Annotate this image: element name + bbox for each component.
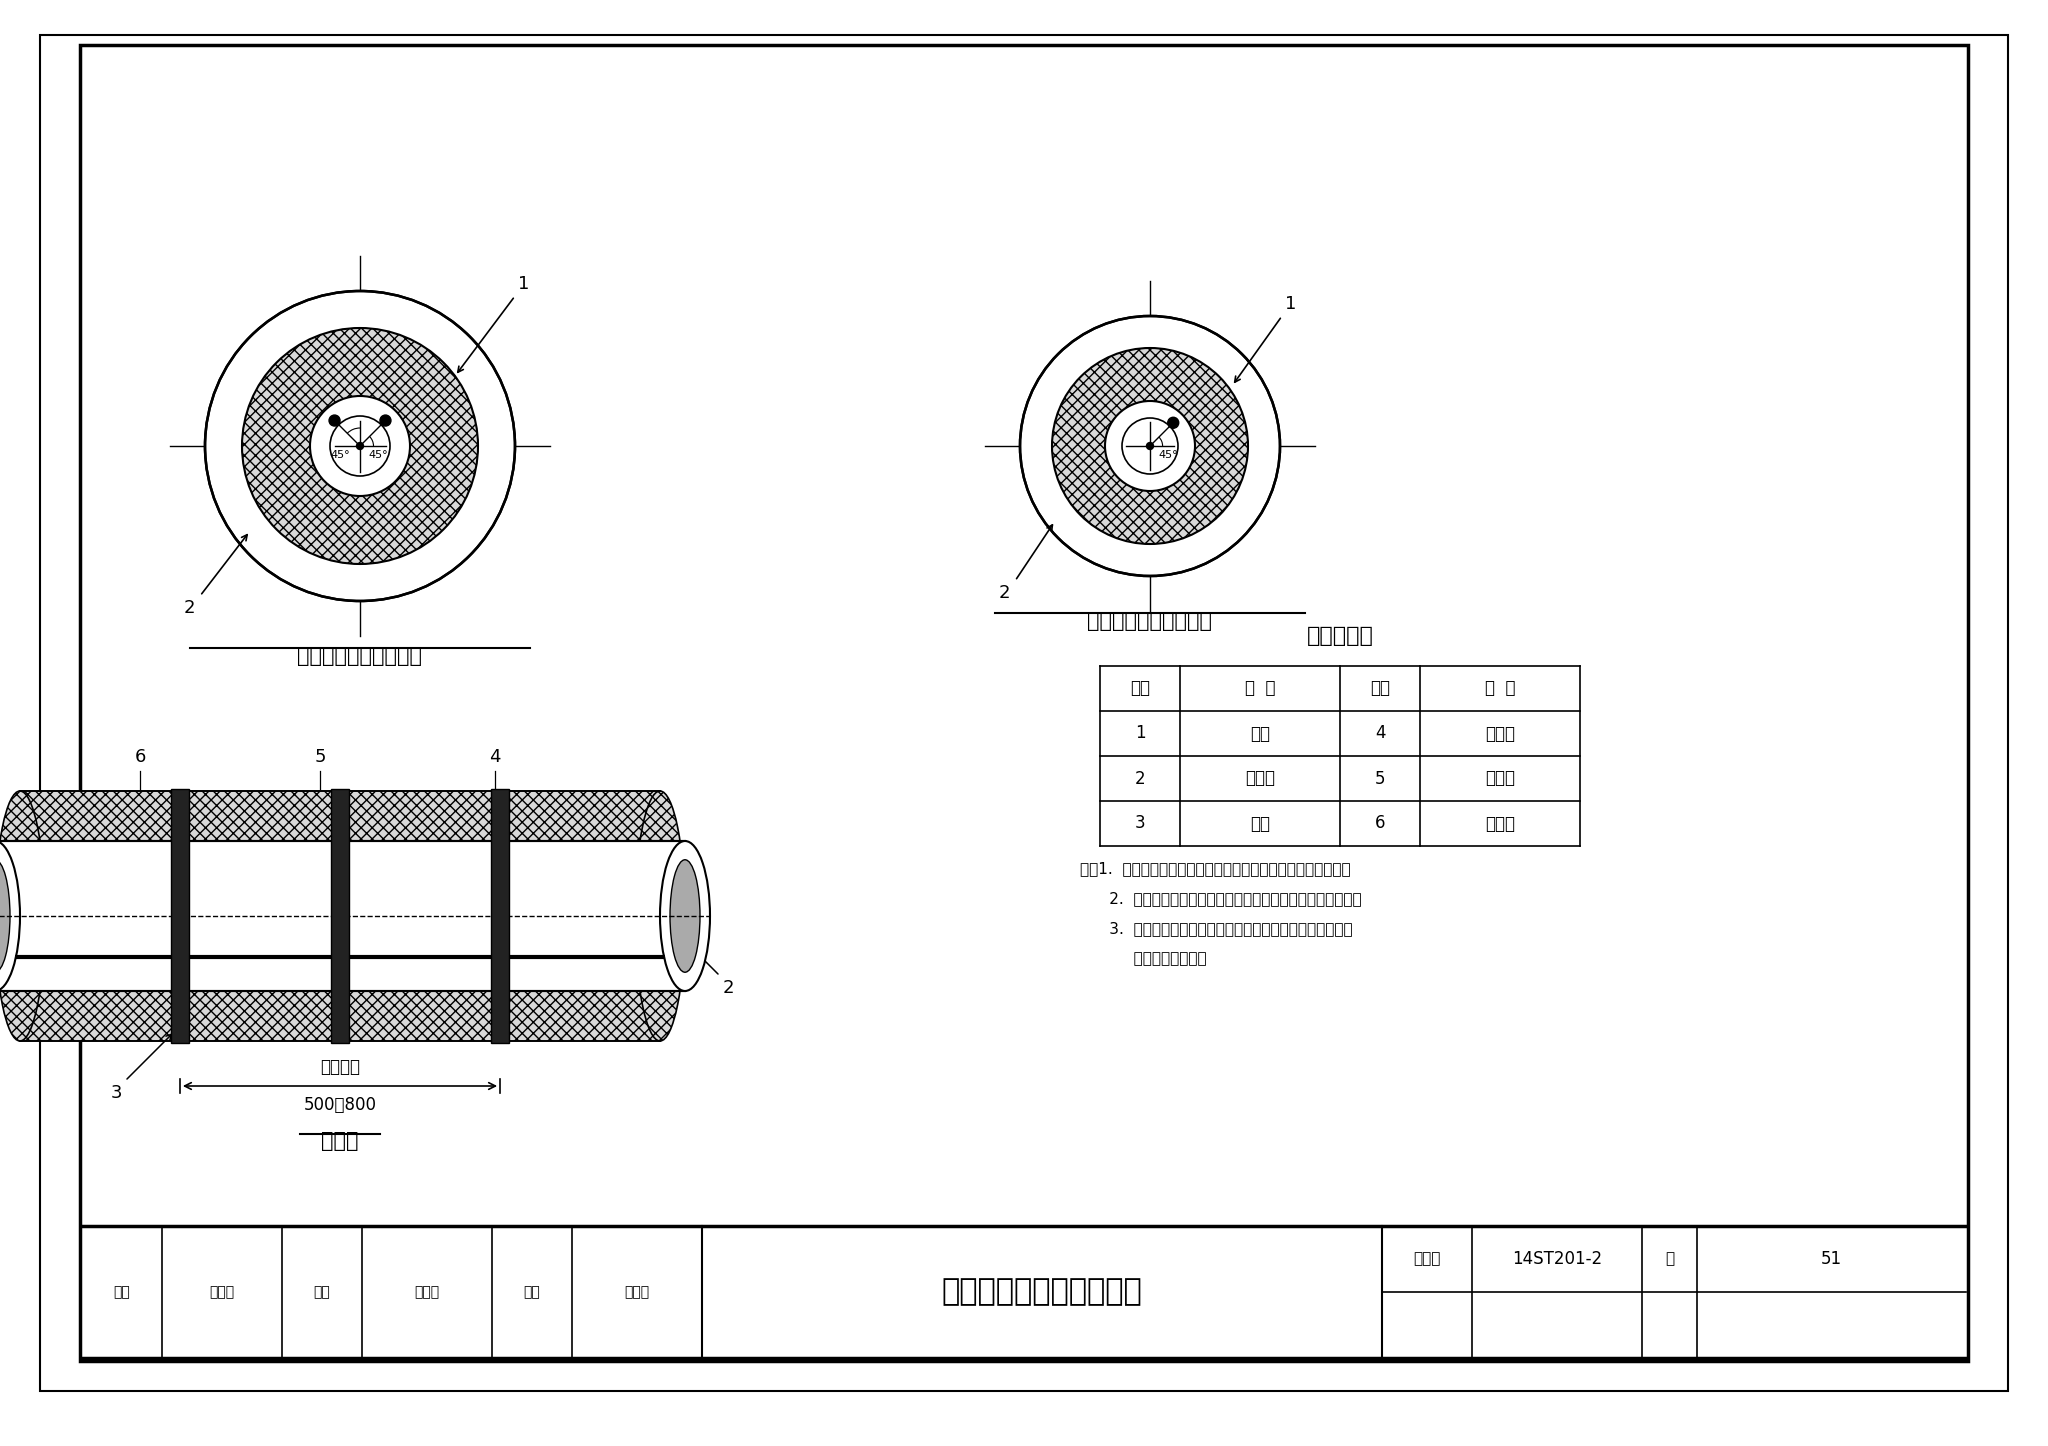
Text: 单电伴热带安装断面图: 单电伴热带安装断面图 bbox=[1087, 612, 1212, 630]
Ellipse shape bbox=[635, 791, 684, 1041]
Text: 3.  用于防冻为目的的电伴热绝热层厚度不得小于夏季防结: 3. 用于防冻为目的的电伴热绝热层厚度不得小于夏季防结 bbox=[1079, 921, 1352, 936]
Circle shape bbox=[1147, 442, 1153, 450]
Text: 名称对照表: 名称对照表 bbox=[1307, 626, 1374, 646]
Text: 45°: 45° bbox=[369, 450, 387, 460]
Ellipse shape bbox=[0, 860, 10, 972]
Text: 2.  电伴热绝热工程的施工和验收要求与其他绝热工程相同。: 2. 电伴热绝热工程的施工和验收要求与其他绝热工程相同。 bbox=[1079, 891, 1362, 907]
Text: 1: 1 bbox=[1284, 295, 1296, 312]
Text: 最大距离: 最大距离 bbox=[319, 1058, 360, 1076]
Text: 露绝热层的厚度。: 露绝热层的厚度。 bbox=[1079, 951, 1206, 966]
Text: 45°: 45° bbox=[1157, 450, 1178, 460]
Ellipse shape bbox=[659, 842, 711, 991]
Circle shape bbox=[330, 415, 340, 427]
Text: 侧面图: 侧面图 bbox=[322, 1131, 358, 1151]
Bar bbox=[170, 790, 188, 1043]
Bar bbox=[0, 842, 684, 991]
Text: 51: 51 bbox=[1821, 1249, 1841, 1268]
Bar bbox=[332, 790, 348, 1043]
Text: 14ST201-2: 14ST201-2 bbox=[1511, 1249, 1602, 1268]
Circle shape bbox=[381, 415, 391, 427]
Text: 5: 5 bbox=[1374, 769, 1384, 788]
Text: 名  称: 名 称 bbox=[1485, 680, 1516, 697]
Text: 电热带: 电热带 bbox=[1245, 769, 1276, 788]
Text: 6: 6 bbox=[135, 748, 145, 766]
Text: 设计: 设计 bbox=[524, 1285, 541, 1299]
Text: 赵际顺: 赵际顺 bbox=[414, 1285, 440, 1299]
Bar bbox=[492, 790, 510, 1043]
Text: 管道: 管道 bbox=[1249, 724, 1270, 742]
Text: 页: 页 bbox=[1665, 1251, 1673, 1267]
Circle shape bbox=[242, 328, 477, 564]
Text: 45°: 45° bbox=[330, 450, 350, 460]
Circle shape bbox=[1106, 401, 1194, 492]
Text: 4: 4 bbox=[489, 748, 502, 766]
Text: 防潮层: 防潮层 bbox=[1485, 769, 1516, 788]
Text: 2: 2 bbox=[184, 599, 195, 617]
Text: 1: 1 bbox=[518, 275, 528, 294]
Text: 2: 2 bbox=[1135, 769, 1145, 788]
Text: 3: 3 bbox=[1135, 814, 1145, 833]
Text: 校对: 校对 bbox=[313, 1285, 330, 1299]
Circle shape bbox=[1020, 317, 1280, 576]
Text: 图集号: 图集号 bbox=[1413, 1251, 1440, 1267]
Text: 编号: 编号 bbox=[1130, 680, 1151, 697]
Text: 2: 2 bbox=[999, 584, 1010, 602]
Text: 2: 2 bbox=[723, 979, 735, 996]
Circle shape bbox=[330, 416, 389, 476]
Text: 保护层: 保护层 bbox=[1485, 814, 1516, 833]
Text: 霍立国: 霍立国 bbox=[625, 1285, 649, 1299]
Bar bbox=[20, 791, 659, 1041]
Text: 名  称: 名 称 bbox=[1245, 680, 1276, 697]
Text: 编号: 编号 bbox=[1370, 680, 1391, 697]
Text: 6: 6 bbox=[1374, 814, 1384, 833]
Circle shape bbox=[205, 291, 514, 602]
Text: 1: 1 bbox=[1135, 724, 1145, 742]
Text: 审核: 审核 bbox=[113, 1285, 131, 1299]
Circle shape bbox=[356, 442, 362, 450]
Text: 4: 4 bbox=[1374, 724, 1384, 742]
Text: 扎带: 扎带 bbox=[1249, 814, 1270, 833]
Ellipse shape bbox=[0, 842, 20, 991]
Text: 注：1.  绝热层材质和厚度，防潮层和保护层做法由设计者确定。: 注：1. 绝热层材质和厚度，防潮层和保护层做法由设计者确定。 bbox=[1079, 860, 1350, 876]
Ellipse shape bbox=[0, 791, 45, 1041]
Text: 3: 3 bbox=[111, 1084, 123, 1102]
Text: 绝热层: 绝热层 bbox=[1485, 724, 1516, 742]
Ellipse shape bbox=[670, 860, 700, 972]
Circle shape bbox=[1122, 418, 1178, 474]
Text: 双电伴热带安装断面图: 双电伴热带安装断面图 bbox=[297, 646, 422, 667]
Circle shape bbox=[309, 396, 410, 496]
Text: 5: 5 bbox=[313, 748, 326, 766]
Circle shape bbox=[1053, 348, 1247, 544]
Text: 张先群: 张先群 bbox=[209, 1285, 236, 1299]
Text: 500～800: 500～800 bbox=[303, 1096, 377, 1113]
Circle shape bbox=[1167, 418, 1180, 428]
Text: 管道电伴热带安装位置图: 管道电伴热带安装位置图 bbox=[942, 1277, 1143, 1307]
